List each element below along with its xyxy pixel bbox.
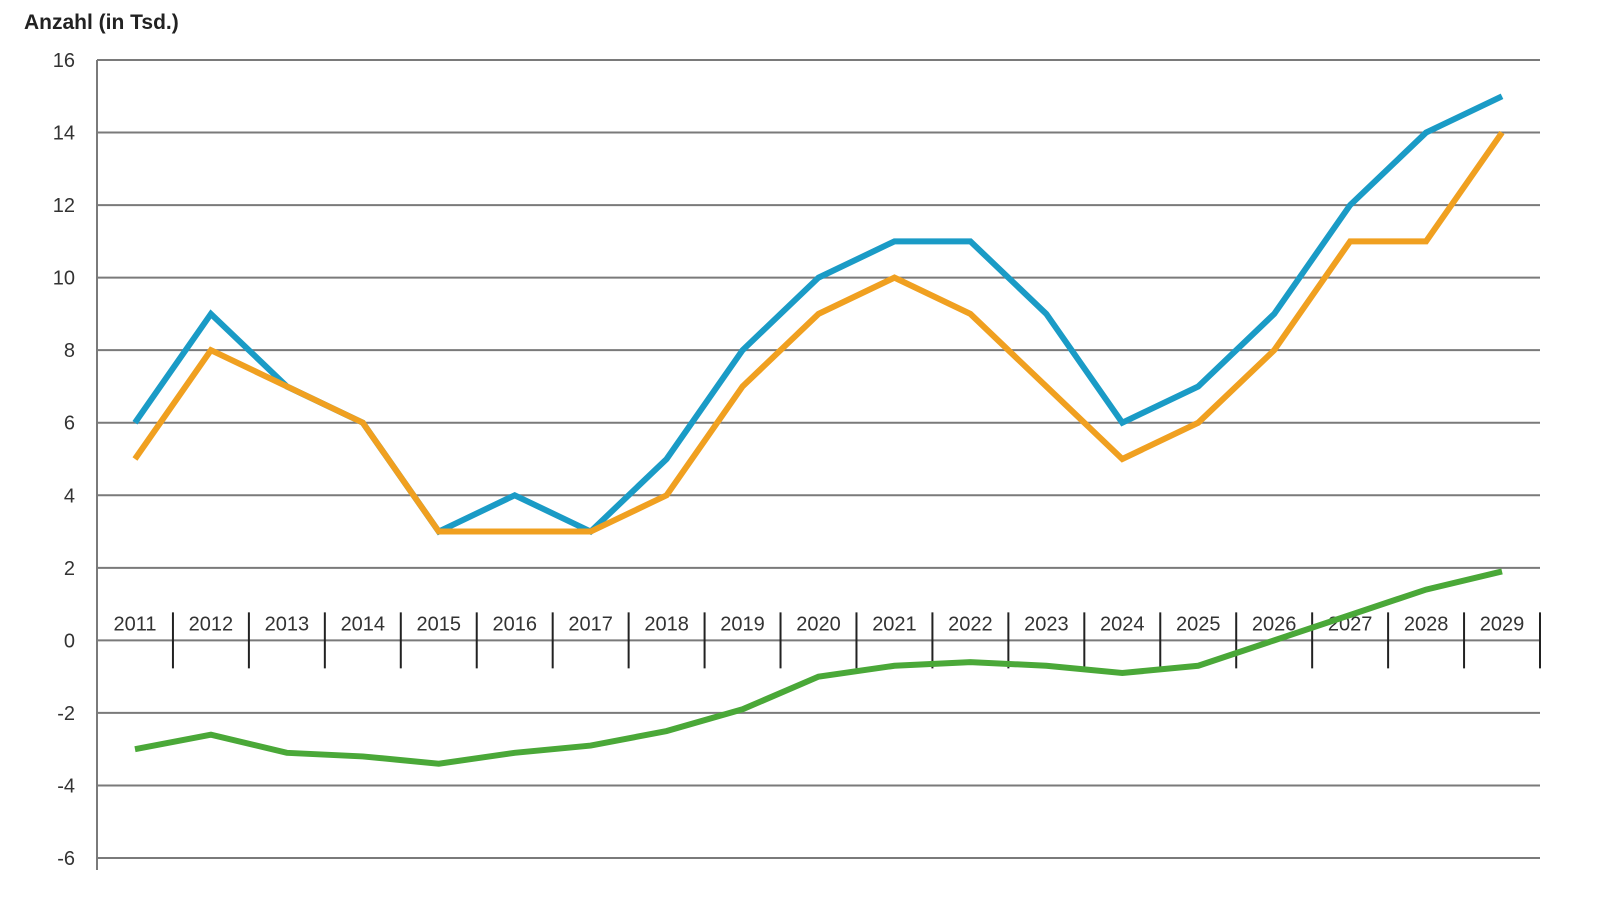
y-tick-label: -2 — [57, 703, 75, 725]
y-tick-label: 2 — [64, 558, 75, 580]
y-tick-label: 0 — [64, 630, 75, 652]
x-tick-label: 2022 — [948, 613, 993, 635]
y-tick-label: 6 — [64, 413, 75, 435]
y-tick-label: -4 — [57, 775, 75, 797]
x-tick-label: 2018 — [644, 613, 689, 635]
x-tick-label: 2013 — [265, 613, 310, 635]
y-tick-label: 14 — [53, 123, 75, 145]
y-tick-label: 10 — [53, 268, 75, 290]
gridlines — [96, 59, 1540, 870]
y-tick-label: -6 — [57, 848, 75, 870]
x-tick-label: 2024 — [1100, 613, 1145, 635]
x-tick-label: 2016 — [492, 613, 537, 635]
x-tick-label: 2017 — [568, 613, 613, 635]
x-tick-label: 2020 — [796, 613, 841, 635]
series-line-2 — [132, 130, 1505, 535]
x-tick-label: 2015 — [417, 613, 462, 635]
series-line-3 — [134, 568, 1503, 767]
x-tick-label: 2019 — [720, 613, 765, 635]
x-tick-label: 2026 — [1252, 613, 1297, 635]
x-tick-label: 2029 — [1480, 613, 1525, 635]
x-tick-label: 2011 — [113, 613, 156, 635]
series-lines — [132, 93, 1505, 767]
y-tick-labels: 16 14 12 10 8 6 4 2 0 -2 -4 -6 — [53, 50, 75, 870]
y-tick-label: 12 — [53, 195, 75, 217]
x-tick-label: 2023 — [1024, 613, 1069, 635]
x-tick-label: 2028 — [1404, 613, 1449, 635]
y-tick-label: 4 — [64, 485, 75, 507]
y-tick-label: 16 — [53, 50, 75, 72]
x-tick-label: 2025 — [1176, 613, 1221, 635]
x-axis: 2011 2012 2013 2014 2015 2016 2017 2018 2019 2020… — [113, 612, 1541, 669]
x-tick-label: 2012 — [189, 613, 234, 635]
x-tick-label: 2014 — [341, 613, 386, 635]
y-axis-label: Anzahl (in Tsd.) — [24, 11, 179, 34]
y-tick-label: 8 — [64, 340, 75, 362]
x-tick-label: 2021 — [872, 613, 917, 635]
